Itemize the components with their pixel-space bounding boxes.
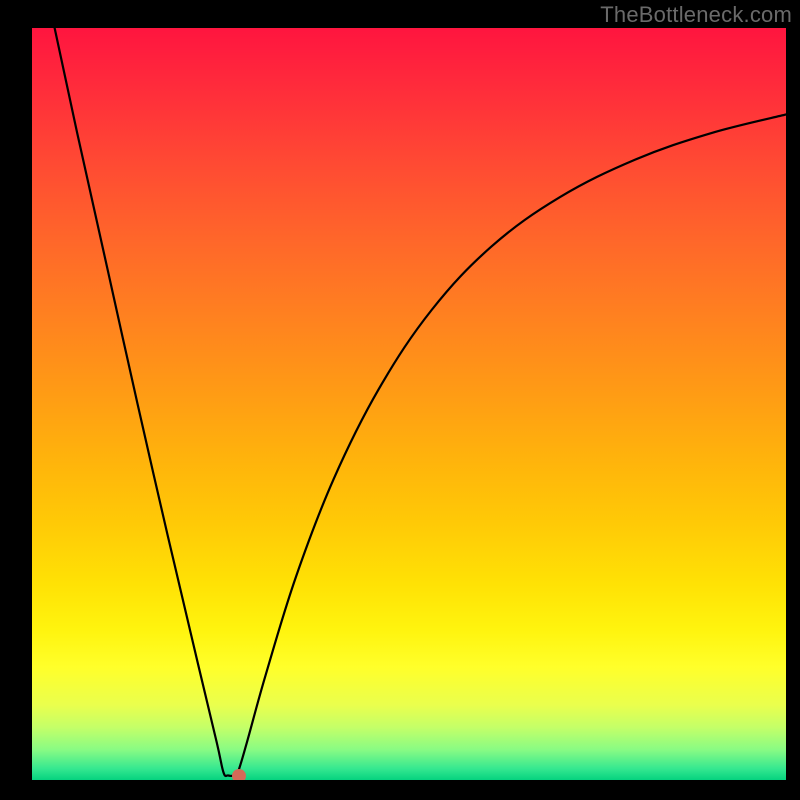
bottleneck-curve bbox=[32, 28, 786, 780]
watermark-text: TheBottleneck.com bbox=[600, 2, 792, 28]
curve-line bbox=[55, 28, 786, 776]
optimal-point-marker bbox=[232, 769, 246, 780]
plot-area bbox=[32, 28, 786, 780]
chart-frame bbox=[0, 0, 800, 800]
